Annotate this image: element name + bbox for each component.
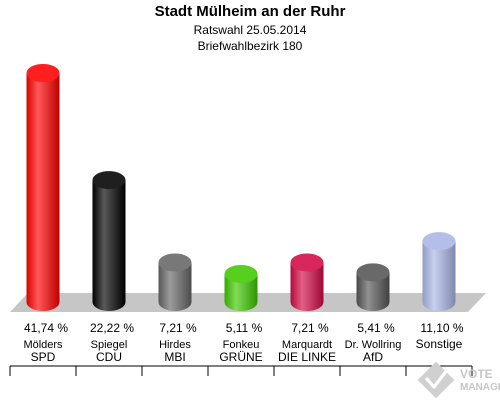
candidate-label: Hirdes [159,339,191,351]
chart-subtitle-election: Ratswahl 25.05.2014 [193,23,307,37]
party-label: CDU [96,350,122,364]
party-label: Sonstige [416,337,463,351]
bar-afd [356,272,390,311]
value-label: 11,10 % [420,321,463,335]
watermark-manager: MANAGER [460,382,500,393]
bar-spd [26,73,60,311]
watermark-vote: VOTE [460,367,493,381]
party-label: DIE LINKE [278,350,336,364]
chart-title: Stadt Mülheim an der Ruhr [154,3,346,20]
candidate-label: Marquardt [282,339,332,351]
bar-die-linke [290,262,324,311]
candidate-label: Spiegel [91,339,128,351]
bar-mbi [158,262,192,311]
checkmark-logo-icon [417,361,455,399]
bar-cdu [92,180,126,311]
bar-grüne [224,273,258,311]
bar-top-cap [290,253,324,272]
party-label: GRÜNE [219,350,262,364]
bar-top-cap [92,171,126,190]
bar-top-cap [356,263,390,282]
bar-top-cap [422,232,456,251]
party-label: SPD [31,350,56,364]
value-label: 5,41 % [357,321,395,335]
value-label: 5,11 % [226,321,263,335]
candidate-label: Mölders [23,339,63,351]
bar-top-cap [158,253,192,272]
value-label: 7,21 % [291,321,329,335]
bar-sonstige [422,241,456,311]
chart-subtitle-district: Briefwahlbezirk 180 [197,39,303,53]
value-label: 41,74 % [24,321,68,335]
value-label: 22,22 % [90,321,134,335]
category-separators [9,366,473,376]
candidate-label: Dr. Wollring [345,339,402,351]
bars-group [26,64,456,311]
value-label: 7,21 % [159,321,197,335]
party-label: MBI [164,350,185,364]
bar-top-cap [26,64,60,82]
bar-top-cap [224,264,258,283]
candidate-label: Fonkeu [223,339,260,351]
party-label: AfD [363,350,383,364]
